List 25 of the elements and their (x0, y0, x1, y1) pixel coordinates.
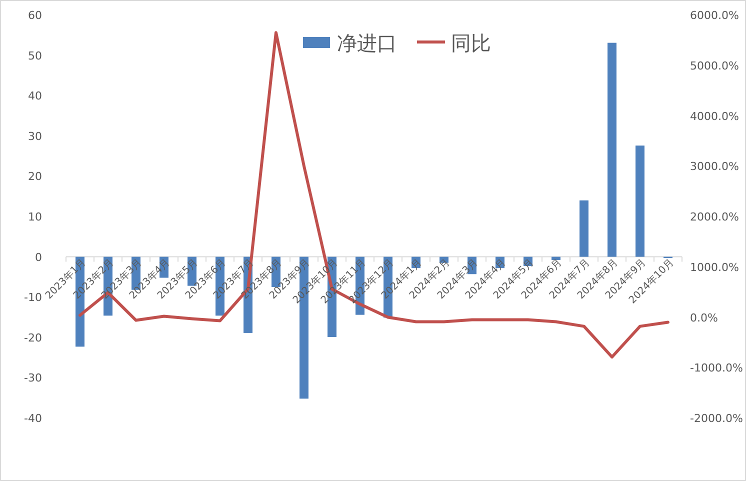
y-tick-label: 40 (28, 90, 42, 103)
y-tick-label: -30 (24, 372, 42, 385)
y-tick-label: -10 (24, 291, 42, 304)
y2-tick-label: 3000.0% (690, 160, 739, 174)
y2-tick-label: 1000.0% (690, 260, 739, 274)
y-tick-label: 50 (28, 49, 42, 62)
y2-tick-label: 2000.0% (690, 210, 739, 224)
y2-tick-label: 5000.0% (690, 59, 739, 72)
bar (608, 42, 616, 257)
y-tick-label: 0 (35, 250, 42, 264)
bar (580, 200, 588, 257)
y-tick-label: -20 (24, 331, 42, 344)
y-tick-label: 10 (28, 210, 42, 224)
y2-tick-label: -2000.0% (690, 412, 743, 425)
legend-label: 净进口 (337, 31, 397, 55)
y-tick-label: 30 (28, 130, 42, 143)
y2-tick-label: -1000.0% (690, 362, 743, 375)
y2-tick-label: 0.0% (690, 311, 718, 324)
y-tick-label: -40 (24, 412, 42, 425)
bar (636, 146, 644, 257)
y-tick-label: 20 (28, 170, 42, 184)
y-tick-label: 60 (28, 9, 42, 22)
y2-tick-label: 4000.0% (690, 110, 739, 123)
legend-label: 同比 (451, 31, 491, 55)
y2-tick-label: 6000.0% (690, 9, 739, 22)
